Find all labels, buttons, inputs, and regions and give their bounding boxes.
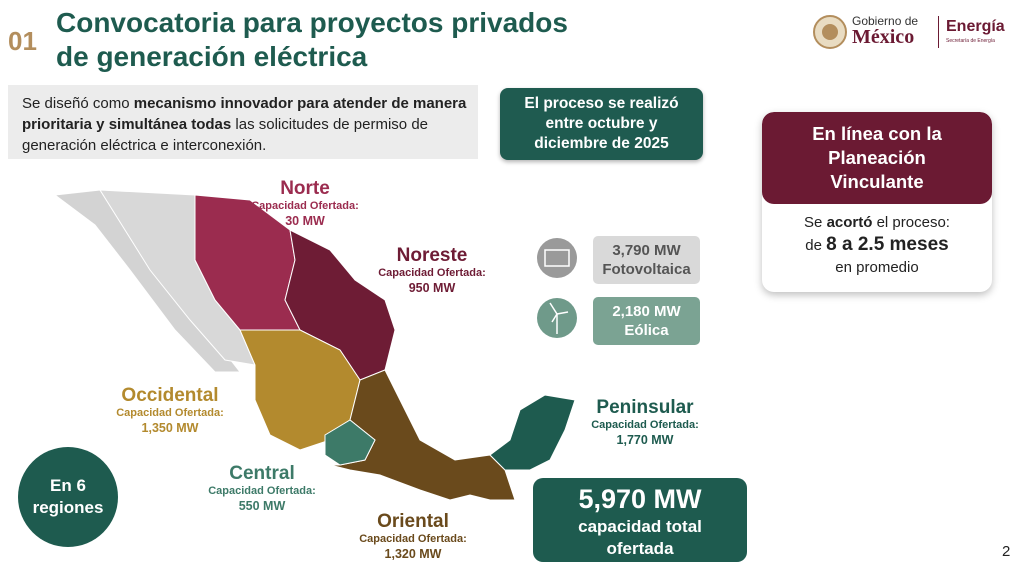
text-segment: el proceso:: [872, 214, 950, 231]
region-label: Oriental Capacidad Ofertada: 1,320 MW: [359, 511, 467, 562]
planning-body: Se acortó el proceso: de 8 a 2.5 meses e…: [762, 204, 992, 279]
planning-title: En línea con la Planeación Vinculante: [762, 112, 992, 204]
region-capacity-label: Capacidad Ofertada:: [378, 267, 486, 279]
ministry: Energía: [946, 18, 1005, 35]
technology-box: 3,790 MW Fotovoltaica: [593, 236, 700, 284]
technology-name: Eólica: [624, 322, 669, 339]
slide-title: Convocatoria para proyectos privados de …: [56, 6, 568, 74]
region-capacity-label: Capacidad Ofertada:: [591, 419, 699, 431]
region-label: Norte Capacidad Ofertada: 30 MW: [251, 178, 359, 229]
solar-icon-panel: [544, 249, 570, 267]
technology-box: 2,180 MW Eólica: [593, 297, 700, 345]
region-capacity: 1,770 MW: [616, 433, 674, 447]
region-label: Noreste Capacidad Ofertada: 950 MW: [378, 245, 486, 296]
region-capacity: 550 MW: [238, 499, 286, 513]
total-text: capacidad total ofertada: [578, 517, 702, 558]
total-box: 5,970 MW capacidad total ofertada: [533, 478, 747, 562]
region-name: Central: [229, 463, 295, 484]
region-capacity-label: Capacidad Ofertada:: [251, 200, 359, 212]
emblem: [813, 15, 847, 49]
region-name: Noreste: [396, 245, 468, 266]
wind-icon-blades: [549, 302, 569, 323]
ministry-sub: Secretaría de Energía: [946, 38, 995, 44]
region-name: Oriental: [377, 511, 449, 532]
logo: Gobierno de México Energía Secretaría de…: [812, 12, 1022, 52]
region-label: Occidental Capacidad Ofertada: 1,350 MW: [116, 385, 224, 436]
region-capacity: 30 MW: [285, 214, 325, 228]
divider: [938, 16, 939, 48]
text-segment: Se: [804, 214, 827, 231]
text-segment: Se diseñó como: [22, 95, 134, 112]
text-segment: acortó: [826, 214, 873, 231]
solar-icon: [537, 238, 577, 278]
planning-card: En línea con la Planeación Vinculante Se…: [762, 112, 992, 292]
page-number: 2: [1002, 543, 1011, 560]
technology-capacity: 3,790 MW: [612, 242, 681, 259]
map-region: [489, 394, 576, 471]
logo-line: México: [852, 26, 915, 48]
section-number: 01: [8, 26, 37, 56]
technology-capacity: 2,180 MW: [612, 303, 681, 320]
region-capacity: 950 MW: [408, 281, 456, 295]
region-label: Peninsular Capacidad Ofertada: 1,770 MW: [591, 397, 699, 448]
region-name: Peninsular: [596, 397, 694, 418]
total-capacity: 5,970 MW: [578, 484, 702, 514]
map-region: [324, 419, 376, 466]
process-box: El proceso se realizó entre octubre y di…: [500, 88, 703, 160]
logo-line: Gobierno de: [852, 14, 919, 28]
regions-badge: En 6 regiones: [18, 447, 118, 547]
region-capacity: 1,350 MW: [141, 421, 199, 435]
region-capacity-label: Capacidad Ofertada:: [359, 533, 467, 545]
region-capacity-label: Capacidad Ofertada:: [116, 407, 224, 419]
range-prefix: de: [805, 237, 827, 254]
text-segment: las solicitudes de permiso de generación…: [22, 116, 428, 154]
title-line: Convocatoria para proyectos privados: [56, 7, 568, 38]
region-label: Central Capacidad Ofertada: 550 MW: [208, 463, 316, 514]
region-capacity-label: Capacidad Ofertada:: [208, 485, 316, 497]
region-name: Norte: [280, 178, 330, 199]
planning-line: Se acortó el proceso:: [762, 212, 992, 234]
range: 8 a 2.5 meses: [826, 234, 949, 255]
title-line: de generación eléctrica: [56, 41, 368, 72]
text-segment: mecanismo innovador para atender de mane…: [22, 95, 467, 133]
planning-line: en promedio: [835, 259, 919, 276]
planning-line: de 8 a 2.5 meses: [762, 234, 992, 257]
technology-name: Fotovoltaica: [602, 261, 691, 278]
region-name: Occidental: [121, 385, 219, 406]
intro-text: Se diseñó como mecanismo innovador para …: [8, 85, 478, 159]
region-capacity: 1,320 MW: [384, 547, 442, 561]
